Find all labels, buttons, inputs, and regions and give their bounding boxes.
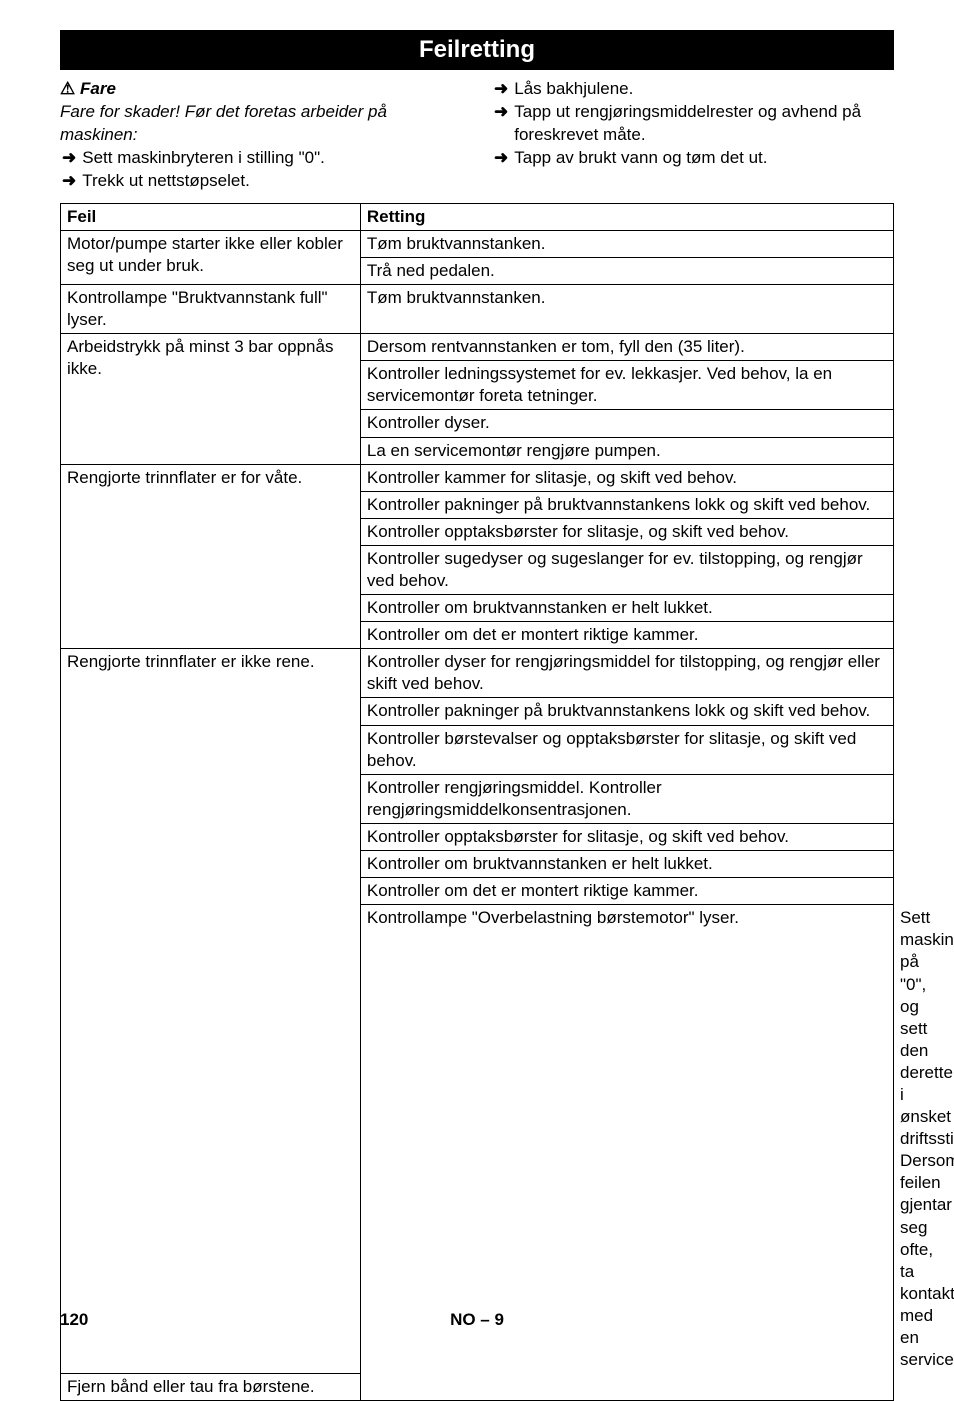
cell-retting: Kontroller om det er montert riktige kam… (360, 878, 893, 905)
bullet-text: Tapp ut rengjøringsmiddelrester og avhen… (514, 101, 894, 147)
bullet-item: ➜ Tapp av brukt vann og tøm det ut. (492, 147, 894, 170)
table-header-retting: Retting (360, 203, 893, 230)
bullet-text: Trekk ut nettstøpselet. (82, 170, 250, 193)
cell-retting: Kontroller ledningssystemet for ev. lekk… (360, 361, 893, 410)
cell-feil: Rengjorte trinnflater er for våte. (61, 464, 361, 649)
bullet-text: Tapp av brukt vann og tøm det ut. (514, 147, 767, 170)
table-row: Rengjorte trinnflater er ikke rene.Kontr… (61, 649, 894, 698)
cell-feil: Arbeidstrykk på minst 3 bar oppnås ikke. (61, 334, 361, 464)
bullet-item: ➜ Sett maskinbryteren i stilling "0". (60, 147, 462, 170)
cell-retting: Dersom rentvannstanken er tom, fyll den … (360, 334, 893, 361)
cell-retting: Kontroller om det er montert riktige kam… (360, 622, 893, 649)
cell-retting: Kontroller dyser. (360, 410, 893, 437)
warning-label: Fare (80, 79, 116, 98)
cell-retting: Kontroller pakninger på bruktvannstanken… (360, 491, 893, 518)
footer-center: NO – 9 (60, 1310, 894, 1330)
arrow-icon: ➜ (494, 78, 508, 101)
bullet-item: ➜ Tapp ut rengjøringsmiddelrester og avhe… (492, 101, 894, 147)
cell-feil: Kontrollampe "Bruktvannstank full" lyser… (61, 284, 361, 333)
cell-retting: Trå ned pedalen. (360, 257, 893, 284)
intro-text: Fare for skader! Før det foretas arbeide… (60, 101, 462, 147)
intro-columns: ⚠ Fare Fare for skader! Før det foretas … (60, 78, 894, 193)
cell-retting: Kontroller opptaksbørster for slitasje, … (360, 823, 893, 850)
cell-retting: Kontroller kammer for slitasje, og skift… (360, 464, 893, 491)
bullet-text: Sett maskinbryteren i stilling "0". (82, 147, 325, 170)
warning-line: ⚠ Fare (60, 78, 462, 101)
cell-retting: Kontroller sugedyser og sugeslanger for … (360, 545, 893, 594)
table-row: Arbeidstrykk på minst 3 bar oppnås ikke.… (61, 334, 894, 361)
cell-retting: La en servicemontør rengjøre pumpen. (360, 437, 893, 464)
cell-feil: Rengjorte trinnflater er ikke rene. (61, 649, 361, 1374)
warning-icon: ⚠ (60, 79, 75, 98)
arrow-icon: ➜ (494, 101, 508, 124)
table-row: Kontrollampe "Bruktvannstank full" lyser… (61, 284, 894, 333)
cell-retting: Tøm bruktvannstanken. (360, 230, 893, 257)
cell-retting: Kontroller dyser for rengjøringsmiddel f… (360, 649, 893, 698)
bullet-item: ➜ Lås bakhjulene. (492, 78, 894, 101)
arrow-icon: ➜ (494, 147, 508, 170)
cell-feil: Motor/pumpe starter ikke eller kobler se… (61, 230, 361, 284)
arrow-icon: ➜ (62, 170, 76, 193)
arrow-icon: ➜ (62, 147, 76, 170)
right-column: ➜ Lås bakhjulene. ➜ Tapp ut rengjøringsmidd… (492, 78, 894, 193)
cell-retting: Kontroller om bruktvannstanken er helt l… (360, 595, 893, 622)
left-column: ⚠ Fare Fare for skader! Før det foretas … (60, 78, 462, 193)
bullet-text: Lås bakhjulene. (514, 78, 633, 101)
cell-retting: Tøm bruktvannstanken. (360, 284, 893, 333)
cell-retting: Kontroller børstevalser og opptaksbørste… (360, 725, 893, 774)
section-title: Feilretting (60, 30, 894, 70)
cell-retting: Fjern bånd eller tau fra børstene. (61, 1374, 361, 1401)
cell-retting: Kontroller pakninger på bruktvannstanken… (360, 698, 893, 725)
cell-retting: Kontroller opptaksbørster for slitasje, … (360, 518, 893, 545)
table-row: Motor/pumpe starter ikke eller kobler se… (61, 230, 894, 257)
page-footer: 120 NO – 9 (60, 1310, 894, 1330)
table-header-feil: Feil (61, 203, 361, 230)
cell-retting: Kontroller rengjøringsmiddel. Kontroller… (360, 774, 893, 823)
table-row: Rengjorte trinnflater er for våte.Kontro… (61, 464, 894, 491)
bullet-item: ➜ Trekk ut nettstøpselet. (60, 170, 462, 193)
cell-retting: Kontroller om bruktvannstanken er helt l… (360, 851, 893, 878)
troubleshooting-table: Feil Retting Motor/pumpe starter ikke el… (60, 203, 894, 1401)
